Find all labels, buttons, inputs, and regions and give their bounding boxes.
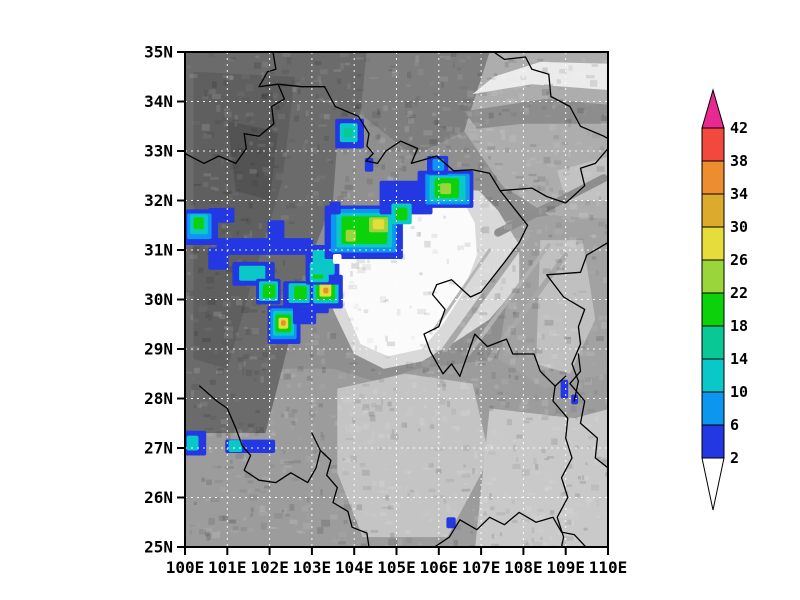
province-border-shaanxi-top	[493, 52, 608, 140]
precip-cell	[432, 158, 445, 171]
terrain-region-ne-ridge	[464, 99, 608, 129]
y-tick-label: 31N	[144, 241, 173, 260]
colorbar-label: 14	[730, 350, 748, 368]
colorbar-label: 10	[730, 383, 748, 401]
province-borders	[185, 52, 608, 547]
terrain-region-south-light	[337, 373, 490, 538]
terrain-region-ne-valley	[472, 61, 608, 95]
colorbar-label: 30	[730, 218, 748, 236]
precip-cell	[281, 320, 286, 326]
province-border-north-east	[277, 83, 608, 204]
colorbar-label: 42	[730, 119, 748, 137]
precip-cell	[560, 379, 569, 399]
precip-cell	[193, 217, 204, 230]
precip-cell	[333, 254, 342, 264]
y-tick-label: 28N	[144, 389, 173, 408]
y-tick-label: 33N	[144, 142, 173, 161]
colorbar-segment	[701, 424, 725, 459]
y-tick-label: 34N	[144, 92, 173, 111]
colorbar-label: 34	[730, 185, 748, 203]
y-tick-label: 27N	[144, 439, 173, 458]
y-tick-label: 29N	[144, 340, 173, 359]
colorbar-segment	[701, 325, 725, 360]
precip-cell	[186, 435, 199, 451]
precip-cell	[440, 183, 452, 195]
x-tick-label: 106E	[420, 558, 459, 577]
province-border-guizhou-north	[459, 333, 567, 387]
precip-cell	[228, 440, 243, 452]
terrain-ridge	[494, 174, 608, 237]
x-tick-label: 110E	[589, 558, 628, 577]
x-axis: 100E 101E 102E 103E 104E 105E 106E 107E 108E 109E…	[166, 547, 628, 577]
province-border-yunnan-north	[199, 385, 322, 484]
precip-cell	[345, 229, 356, 242]
x-tick-label: 108E	[504, 558, 543, 577]
x-tick-label: 102E	[250, 558, 289, 577]
precip-cell	[323, 287, 329, 294]
y-axis: 25N 26N 27N 28N 29N 30N 31N 32N 33N 34N 35N	[144, 43, 185, 557]
x-tick-label: 103E	[293, 558, 332, 577]
precip-cell	[329, 201, 341, 215]
terrain-ridge	[442, 232, 531, 352]
province-border-hubei-west	[546, 241, 608, 402]
terrain-region-west-darkest	[227, 121, 279, 201]
precip-cell	[208, 247, 229, 270]
terrain-ridge	[466, 243, 551, 356]
colorbar-segment	[701, 358, 725, 393]
x-tick-label: 107E	[462, 558, 501, 577]
x-tick-label: 101E	[208, 558, 247, 577]
y-tick-label: 26N	[144, 488, 173, 507]
y-tick-label: 25N	[144, 538, 173, 557]
colorbar-arrow-over	[701, 88, 725, 129]
colorbar-segment	[701, 226, 725, 261]
colorbar-segment	[701, 127, 725, 162]
x-tick-label: 109E	[546, 558, 585, 577]
terrain-region-north-mid	[360, 52, 490, 156]
x-tick-label: 105E	[377, 558, 416, 577]
province-border-chongqing-west	[423, 189, 529, 377]
colorbar-label: 22	[730, 284, 748, 302]
y-tick-label: 35N	[144, 43, 173, 62]
gridlines	[185, 52, 608, 547]
colorbar-label: 38	[730, 152, 748, 170]
colorbar-segment	[701, 160, 725, 195]
precip-cell	[216, 238, 314, 255]
colorbar-label: 2	[730, 449, 739, 467]
province-border-yunnan-guizhou	[319, 449, 370, 547]
precip-cell	[395, 207, 408, 221]
precipitation-cells	[185, 118, 578, 529]
province-border-guizhou-hunan-b	[569, 353, 608, 469]
colorbar-arrow-under	[701, 457, 725, 511]
y-tick-label: 30N	[144, 290, 173, 309]
topography	[185, 52, 608, 547]
precip-cell	[208, 207, 235, 223]
precip-cell	[446, 517, 456, 529]
precip-cell	[267, 220, 285, 251]
precip-cell	[239, 265, 266, 281]
colorbar-label: 6	[730, 416, 739, 434]
province-border-guizhou-hunan-a	[552, 385, 573, 547]
colorbar-segment	[701, 193, 725, 228]
y-tick-label: 32N	[144, 191, 173, 210]
colorbar-segment	[701, 292, 725, 327]
province-border-guangxi-north	[433, 511, 587, 547]
terrain-region-se-light	[475, 408, 608, 547]
colorbar-label: 26	[730, 251, 748, 269]
colorbar-segment	[701, 391, 725, 426]
colorbar-segment	[701, 259, 725, 294]
x-tick-label: 104E	[335, 558, 374, 577]
province-border-north-west	[185, 52, 286, 165]
precip-cell	[294, 286, 307, 300]
precip-cell	[372, 219, 385, 230]
x-tick-label: 100E	[166, 558, 205, 577]
precip-cell	[262, 284, 276, 299]
colorbar-label: 18	[730, 317, 748, 335]
precip-cell	[343, 127, 353, 138]
terrain-ridge	[487, 252, 569, 362]
